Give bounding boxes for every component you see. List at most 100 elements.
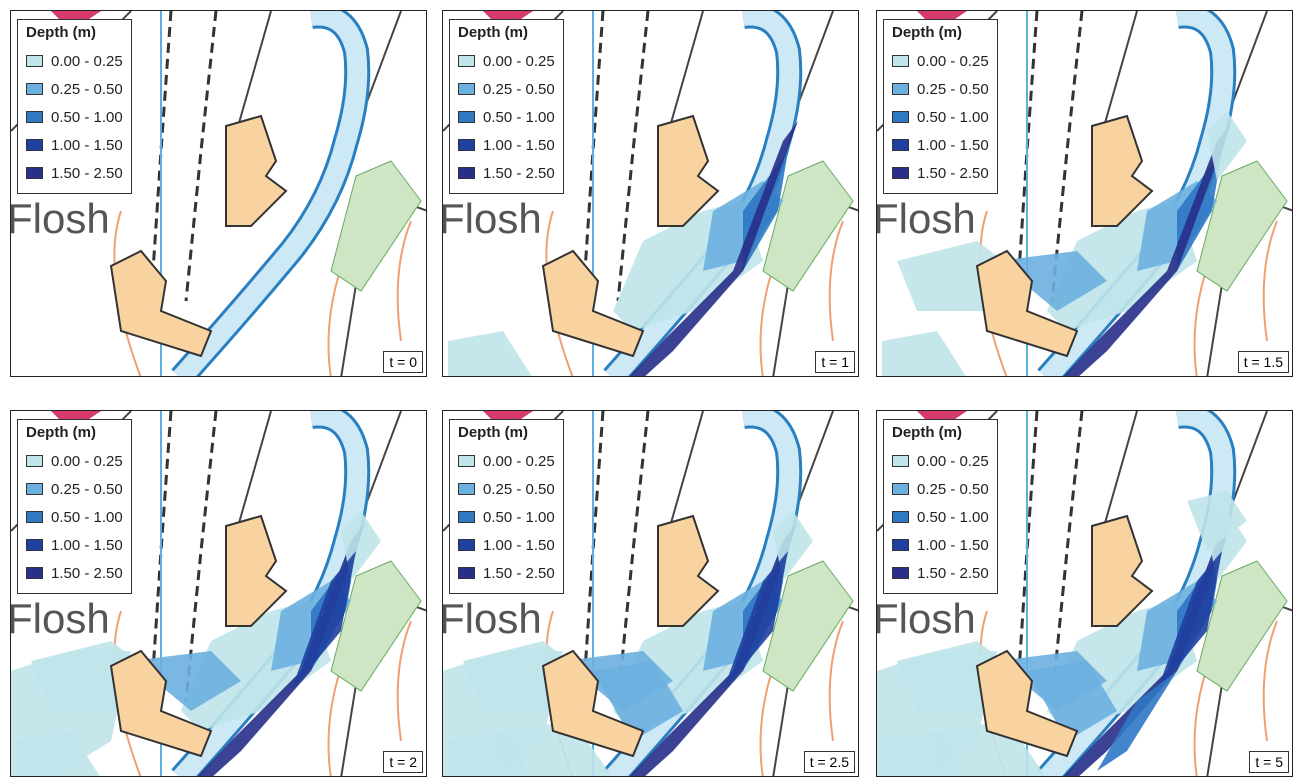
legend-item: 0.25 - 0.50 <box>892 475 989 503</box>
legend-label: 0.50 - 1.00 <box>917 509 989 526</box>
legend-label: 0.25 - 0.50 <box>917 81 989 98</box>
legend-item: 1.00 - 1.50 <box>458 531 555 559</box>
legend-item: 0.50 - 1.00 <box>892 103 989 131</box>
legend-swatch <box>458 83 475 95</box>
time-label: t = 1 <box>815 351 855 373</box>
legend-title: Depth (m) <box>458 424 555 441</box>
legend-swatch <box>892 567 909 579</box>
legend-item: 1.00 - 1.50 <box>892 131 989 159</box>
legend-label: 0.25 - 0.50 <box>483 481 555 498</box>
flood-area <box>882 331 967 377</box>
place-name: Flosh <box>11 195 110 242</box>
legend-item: 1.50 - 2.50 <box>892 159 989 187</box>
legend-swatch <box>26 539 43 551</box>
legend-label: 1.50 - 2.50 <box>917 565 989 582</box>
legend-swatch <box>26 139 43 151</box>
legend-item: 0.00 - 0.25 <box>26 447 123 475</box>
time-label: t = 1.5 <box>1238 351 1289 373</box>
time-label: t = 2.5 <box>804 751 855 773</box>
legend-item: 0.50 - 1.00 <box>26 503 123 531</box>
map-panel: Flosh Depth (m) 0.00 - 0.25 0.25 - 0.50 0.50… <box>442 410 859 777</box>
legend-swatch <box>458 539 475 551</box>
legend-title: Depth (m) <box>892 24 989 41</box>
time-label: t = 2 <box>383 751 423 773</box>
legend-swatch <box>26 511 43 523</box>
legend-label: 0.25 - 0.50 <box>917 481 989 498</box>
building <box>226 116 286 226</box>
legend-swatch <box>26 111 43 123</box>
legend: Depth (m) 0.00 - 0.25 0.25 - 0.50 0.50 - 1.… <box>449 19 564 194</box>
legend-label: 0.00 - 0.25 <box>483 453 555 470</box>
place-name: Flosh <box>11 595 110 642</box>
legend-label: 0.00 - 0.25 <box>917 53 989 70</box>
legend-swatch <box>892 167 909 179</box>
legend-swatch <box>892 83 909 95</box>
time-label: t = 0 <box>383 351 423 373</box>
figure: Flosh Depth (m) 0.00 - 0.25 0.25 - 0.50 0.50… <box>0 0 1302 780</box>
legend-swatch <box>458 167 475 179</box>
legend-item: 1.00 - 1.50 <box>26 131 123 159</box>
legend-swatch <box>892 511 909 523</box>
legend-label: 1.00 - 1.50 <box>917 137 989 154</box>
legend-item: 1.50 - 2.50 <box>458 559 555 587</box>
place-name: Flosh <box>443 595 542 642</box>
legend-swatch <box>26 167 43 179</box>
legend-swatch <box>458 567 475 579</box>
legend-item: 0.25 - 0.50 <box>892 75 989 103</box>
legend-swatch <box>458 55 475 67</box>
legend-item: 0.00 - 0.25 <box>458 447 555 475</box>
map-panel: Flosh Depth (m) 0.00 - 0.25 0.25 - 0.50 0.50… <box>876 10 1293 377</box>
map-panel: Flosh Depth (m) 0.00 - 0.25 0.25 - 0.50 0.50… <box>10 10 427 377</box>
legend-item: 0.25 - 0.50 <box>458 75 555 103</box>
legend-label: 0.25 - 0.50 <box>51 81 123 98</box>
flood-area <box>448 331 533 377</box>
legend-label: 0.50 - 1.00 <box>917 109 989 126</box>
legend-item: 1.50 - 2.50 <box>26 159 123 187</box>
legend-swatch <box>26 567 43 579</box>
legend-label: 0.00 - 0.25 <box>483 53 555 70</box>
legend-title: Depth (m) <box>892 424 989 441</box>
legend-swatch <box>458 455 475 467</box>
legend-swatch <box>892 111 909 123</box>
legend-item: 0.50 - 1.00 <box>892 503 989 531</box>
map-panel: FloshDepth (m)0.00 - 0.250.25 - 0.500.50… <box>442 10 859 377</box>
legend-item: 0.50 - 1.00 <box>458 503 555 531</box>
legend-swatch <box>26 483 43 495</box>
legend-label: 1.50 - 2.50 <box>51 565 123 582</box>
legend: Depth (m) 0.00 - 0.25 0.25 - 0.50 0.50 - 1.… <box>883 19 998 194</box>
legend-label: 0.50 - 1.00 <box>51 109 123 126</box>
legend-label: 0.00 - 0.25 <box>51 53 123 70</box>
legend-swatch <box>892 55 909 67</box>
legend-item: 0.00 - 0.25 <box>26 47 123 75</box>
legend-swatch <box>458 511 475 523</box>
legend-item: 1.00 - 1.50 <box>26 531 123 559</box>
legend: Depth (m) 0.00 - 0.25 0.25 - 0.50 0.50 - 1.… <box>17 419 132 594</box>
legend: Depth (m) 0.00 - 0.25 0.25 - 0.50 0.50 - 1.… <box>449 419 564 594</box>
legend-item: 0.25 - 0.50 <box>458 475 555 503</box>
legend-item: 0.50 - 1.00 <box>26 103 123 131</box>
legend-title: Depth (m) <box>26 424 123 441</box>
legend-label: 0.00 - 0.25 <box>51 453 123 470</box>
legend-swatch <box>26 55 43 67</box>
legend-swatch <box>458 139 475 151</box>
legend-item: 0.50 - 1.00 <box>458 103 555 131</box>
legend-label: 1.50 - 2.50 <box>483 165 555 182</box>
legend-title: Depth (m) <box>458 24 555 41</box>
legend-item: 1.00 - 1.50 <box>458 131 555 159</box>
legend-label: 0.50 - 1.00 <box>483 109 555 126</box>
legend-item: 0.00 - 0.25 <box>458 47 555 75</box>
legend-swatch <box>892 455 909 467</box>
legend-item: 0.25 - 0.50 <box>26 475 123 503</box>
legend-label: 0.50 - 1.00 <box>51 509 123 526</box>
place-name: Flosh <box>877 195 976 242</box>
legend-swatch <box>892 483 909 495</box>
legend-item: 1.50 - 2.50 <box>458 159 555 187</box>
legend-item: 0.00 - 0.25 <box>892 47 989 75</box>
legend-label: 1.50 - 2.50 <box>917 165 989 182</box>
legend-swatch <box>26 83 43 95</box>
legend-label: 0.25 - 0.50 <box>483 81 555 98</box>
legend-title: Depth (m) <box>26 24 123 41</box>
legend-swatch <box>892 539 909 551</box>
